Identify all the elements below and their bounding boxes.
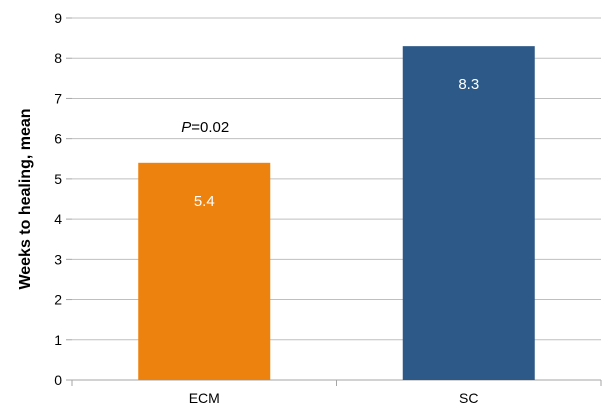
y-tick-label: 3 (54, 251, 62, 267)
y-tick-label: 8 (54, 50, 62, 66)
p-value-annotation: P=0.02 (181, 119, 229, 136)
y-tick-label: 4 (54, 211, 62, 227)
y-tick-label: 6 (54, 131, 62, 147)
data-label-sc: 8.3 (458, 76, 479, 93)
y-tick-label: 7 (54, 90, 62, 106)
category-label-ecm: ECM (189, 390, 220, 406)
bar-sc (402, 46, 535, 381)
x-axis-ticks (71, 380, 602, 386)
y-axis-label: Weeks to healing, mean (17, 108, 34, 289)
y-tick-label: 1 (54, 332, 62, 348)
p-symbol: P (181, 119, 191, 136)
bar-ecm (138, 162, 271, 380)
y-tick-label: 2 (54, 292, 62, 308)
data-label-ecm: 5.4 (194, 193, 215, 210)
y-tick-label: 5 (54, 171, 62, 187)
y-tick-label: 9 (54, 10, 62, 26)
y-tick-label: 0 (54, 372, 62, 388)
x-axis-category-labels: ECM SC (189, 390, 479, 406)
category-label-sc: SC (459, 390, 478, 406)
bars: 5.4 8.3 (138, 46, 535, 381)
y-axis-ticks: 0 1 2 3 4 5 6 7 8 9 (54, 10, 72, 388)
p-value: =0.02 (191, 119, 229, 136)
